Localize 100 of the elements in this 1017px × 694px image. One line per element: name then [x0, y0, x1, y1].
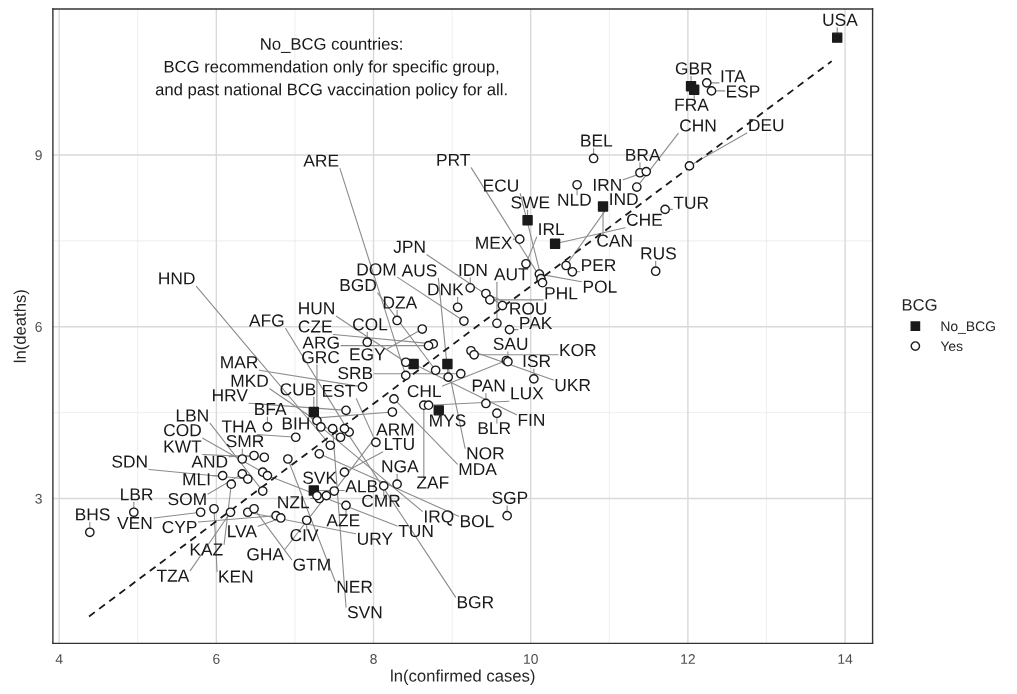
annotation: TUR [673, 196, 709, 209]
annotation: CMR [362, 494, 400, 507]
annotation: IRL [539, 223, 565, 236]
annotation: IND [610, 193, 638, 206]
annotation: AUS [401, 264, 437, 277]
annotation: SWE [511, 196, 550, 209]
annotation: LTU [385, 437, 414, 451]
annotation: PER [582, 259, 616, 272]
annotation: ARG [302, 336, 339, 349]
annotation: KAZ [190, 543, 223, 556]
annotation: HND [159, 272, 195, 285]
annotation: SMR [226, 434, 264, 448]
x-axis-title: ln(confirmed cases) [391, 669, 535, 686]
annotation: ARM [376, 423, 414, 436]
annotation: POL [583, 280, 617, 293]
legend-title: BCG [902, 298, 937, 311]
annotation: GTM [293, 558, 330, 571]
annotation: AND [191, 455, 228, 468]
annotation: ARE [303, 154, 339, 167]
annotation: BOL [460, 515, 494, 528]
y-tick-label: 6 [35, 322, 42, 332]
y-axis-title: ln(deaths) [13, 290, 30, 363]
annotation: DNK [428, 283, 464, 296]
annotation: SAU [493, 337, 528, 350]
annotation: BGD [340, 278, 377, 292]
annotation: ISR [523, 354, 551, 368]
annotation: FRA [675, 98, 709, 111]
annotation: BGR [457, 596, 494, 609]
annotation: LVA [228, 525, 257, 538]
annotation: CZE [298, 320, 332, 333]
annotation: MEX [476, 236, 513, 249]
annotation: NLD [558, 193, 591, 206]
annotation: IRQ [425, 510, 454, 526]
y-tick-label: 9 [35, 150, 42, 161]
annotation: SOM [168, 492, 206, 506]
annotation: FIN [518, 413, 544, 426]
annotation: SVN [347, 606, 382, 619]
annotation: EST [323, 384, 355, 397]
annotation: GHA [247, 548, 284, 561]
annotation: ROU [510, 302, 547, 315]
annotation: COD [164, 424, 201, 437]
annotation: CYP [162, 520, 197, 534]
annotation: ZAF [416, 476, 449, 489]
annotation: CHE [626, 213, 662, 226]
annotation: ECU [484, 179, 518, 192]
x-tick-label: 12 [681, 654, 695, 664]
annotation: SGP [492, 491, 528, 504]
annotation: No_BCG countries: BCG recommendation only for specific group, and past national BCG vaccination policy for all. [155, 37, 507, 99]
annotation: URY [358, 532, 393, 545]
annotation: ESP [727, 85, 760, 98]
annotation: SVK [303, 471, 337, 484]
annotation: CHN [680, 119, 716, 132]
annotation: THA [221, 420, 257, 433]
annotation: ALB [345, 480, 378, 493]
annotation: NER [337, 580, 373, 593]
annotation: NOR [467, 447, 504, 460]
annotation: HRV [213, 389, 248, 402]
annotation: TUN [398, 524, 433, 538]
annotation: LUX [511, 387, 544, 400]
annotation: LBN [176, 409, 208, 422]
annotation: DZA [383, 296, 418, 309]
annotation: SRB [338, 366, 373, 380]
annotation: MAR [221, 356, 258, 369]
annotation: MYS [430, 414, 466, 427]
annotation: BLR [478, 422, 511, 435]
x-tick-label: 8 [370, 654, 377, 664]
annotation: RUS [641, 247, 676, 260]
annotation: USA [823, 13, 858, 26]
annotation: KEN [219, 570, 253, 583]
annotation: SDN [112, 455, 147, 468]
annotation: BFA [255, 403, 287, 416]
annotation: PRT [437, 153, 471, 166]
annotation: MKD [231, 374, 268, 387]
annotation: GRC [302, 351, 340, 364]
annotation: KOR [560, 343, 596, 357]
y-tick-label: 3 [35, 493, 42, 504]
annotation: BRA [626, 148, 661, 161]
annotation: AFG [249, 314, 284, 327]
annotation: ITA [721, 70, 746, 83]
x-tick-label: 4 [55, 654, 63, 664]
annotation: DOM [357, 263, 396, 276]
annotation: AZE [326, 514, 360, 527]
x-tick-label: 10 [524, 654, 538, 664]
annotation: KWT [164, 440, 202, 453]
annotation: NGA [382, 460, 419, 473]
annotation: NZL [278, 496, 310, 509]
annotation: PAK [520, 317, 553, 329]
annotation: MLI [183, 473, 210, 486]
x-tick-label: 14 [838, 654, 853, 664]
annotation: CUB [280, 383, 316, 396]
annotation: BIH [282, 417, 309, 430]
annotation: IRN [593, 178, 621, 191]
annotation: GBR [675, 62, 712, 75]
x-tick-label: 6 [213, 654, 220, 664]
annotation: EGY [350, 348, 386, 361]
annotation: CIV [290, 529, 319, 542]
annotation: JPN [393, 240, 425, 253]
legend-label: Yes [940, 341, 963, 352]
annotation: TZA [156, 569, 190, 582]
annotation: AUT [493, 268, 529, 281]
